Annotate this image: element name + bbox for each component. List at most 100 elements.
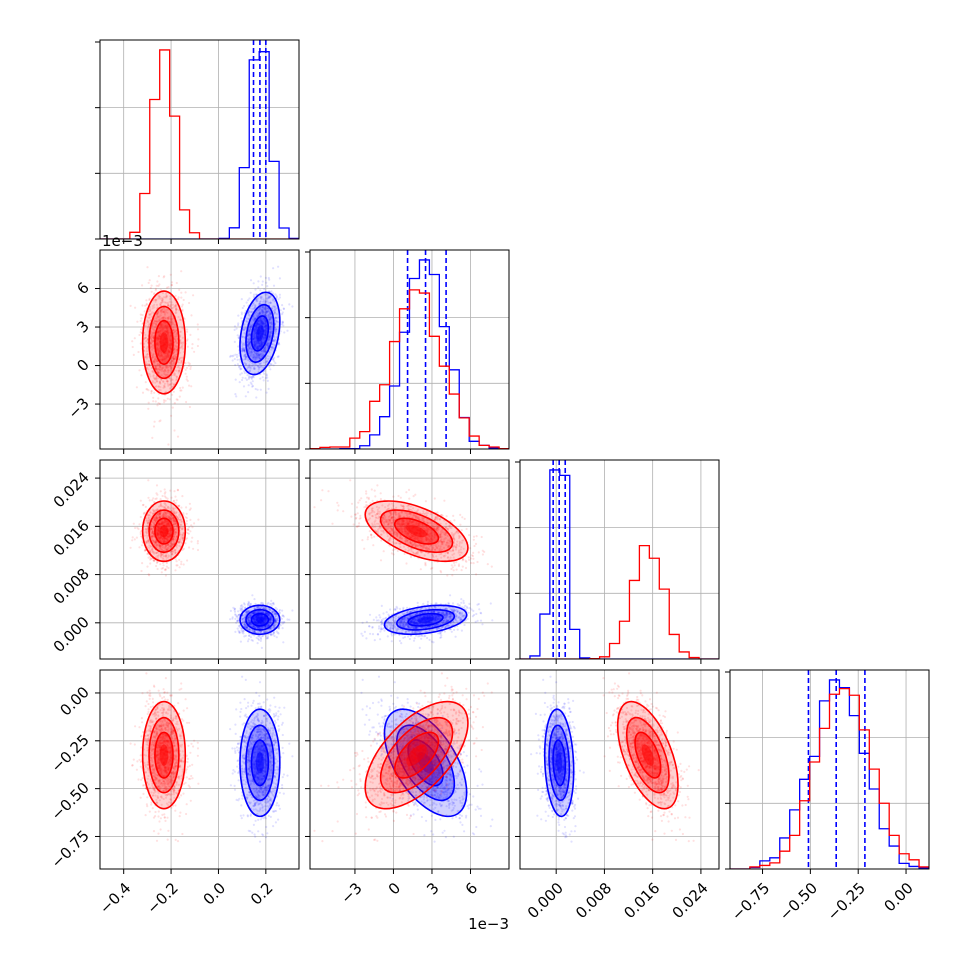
sample-point — [185, 512, 188, 515]
sample-point — [158, 327, 161, 330]
sample-point — [268, 339, 271, 342]
sample-point — [264, 333, 267, 336]
sample-point — [267, 342, 270, 345]
sample-point — [273, 340, 276, 343]
sample-point — [264, 325, 267, 328]
sample-point — [252, 337, 255, 340]
sample-point — [159, 389, 162, 392]
sample-point — [255, 346, 258, 349]
sample-point — [160, 354, 163, 357]
sample-point — [165, 380, 168, 383]
sample-point — [178, 351, 181, 354]
sample-point — [154, 320, 157, 323]
sample-point — [265, 625, 268, 628]
sample-point — [247, 604, 250, 607]
sample-point — [261, 622, 264, 625]
sample-point — [175, 375, 178, 379]
sample-point — [167, 349, 170, 352]
sample-point — [256, 341, 259, 344]
sample-point — [264, 301, 267, 304]
sample-point — [157, 330, 160, 334]
sample-point — [170, 347, 173, 350]
sample-point — [246, 618, 249, 621]
sample-point — [157, 294, 160, 297]
sample-point — [252, 624, 255, 628]
sample-point — [242, 347, 245, 350]
sample-point — [153, 359, 156, 362]
sample-point — [271, 307, 274, 310]
sample-point — [171, 318, 174, 321]
sample-point — [157, 335, 160, 338]
sample-point — [241, 376, 244, 379]
sample-point — [236, 615, 239, 618]
sample-point — [170, 319, 173, 322]
sample-point — [265, 612, 268, 615]
sample-point — [186, 328, 189, 331]
sample-point — [248, 364, 251, 367]
sample-point — [232, 606, 235, 609]
sample-point — [259, 320, 262, 323]
sample-point — [175, 281, 178, 285]
sample-point — [254, 602, 257, 606]
sample-point — [187, 361, 190, 364]
sample-point — [236, 334, 239, 337]
sample-point — [260, 355, 263, 358]
sample-point — [139, 313, 142, 316]
sample-point — [256, 315, 259, 318]
sample-point — [155, 385, 158, 388]
sample-point — [162, 276, 165, 279]
sample-point — [246, 320, 249, 323]
sample-point — [174, 294, 177, 297]
sample-point — [168, 337, 171, 340]
sample-point — [157, 353, 160, 356]
sample-point — [246, 343, 249, 346]
sample-point — [167, 351, 170, 354]
sample-point — [168, 362, 171, 365]
sample-point — [256, 345, 259, 348]
sample-point — [160, 297, 163, 300]
sample-point — [266, 310, 269, 313]
sample-point — [131, 536, 134, 539]
sample-point — [252, 319, 255, 322]
sample-point — [165, 355, 168, 358]
sample-point — [166, 318, 169, 321]
sample-point — [246, 610, 249, 613]
sample-point — [141, 284, 144, 287]
sample-point — [163, 313, 167, 316]
sample-point — [263, 307, 266, 310]
sample-point — [168, 343, 171, 346]
sample-point — [246, 340, 249, 343]
sample-point — [274, 619, 277, 623]
sample-point — [268, 331, 271, 334]
sample-point — [234, 630, 237, 634]
sample-point — [275, 623, 278, 626]
sample-point — [155, 303, 159, 306]
sample-point — [174, 308, 177, 311]
sample-point — [269, 315, 272, 318]
sample-point — [252, 303, 255, 306]
sample-point — [185, 506, 188, 509]
sample-point — [170, 281, 174, 284]
sample-point — [176, 398, 179, 401]
sample-point — [175, 306, 178, 309]
sample-point — [175, 377, 178, 380]
sample-point — [154, 287, 157, 290]
sample-point — [255, 326, 258, 329]
sample-point — [248, 342, 252, 345]
sample-point — [272, 339, 275, 342]
sample-point — [197, 518, 200, 521]
sample-point — [168, 350, 171, 353]
sample-point — [236, 353, 239, 356]
sample-point — [167, 566, 170, 570]
sample-point — [244, 353, 247, 356]
sample-point — [247, 359, 250, 362]
sample-point — [155, 320, 158, 323]
sample-point — [152, 334, 155, 337]
sample-point — [274, 316, 277, 319]
sample-point — [156, 362, 159, 366]
sample-point — [253, 343, 256, 346]
sample-point — [169, 344, 172, 348]
sample-point — [248, 376, 251, 379]
sample-point — [166, 352, 170, 355]
sample-point — [157, 337, 160, 340]
